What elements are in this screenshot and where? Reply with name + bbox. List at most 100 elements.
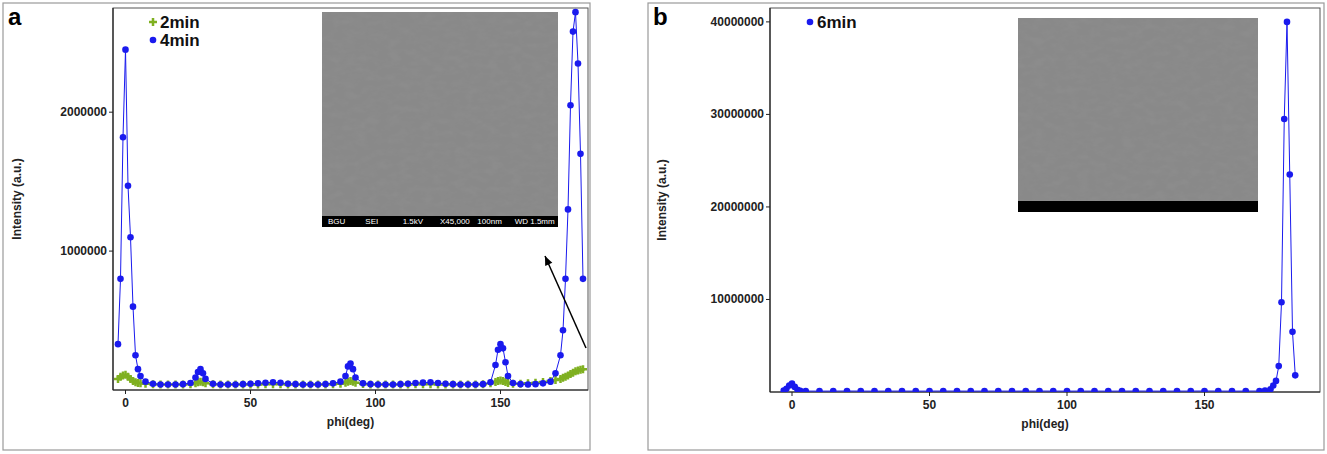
sem-info-text: 1.5kV <box>403 217 424 226</box>
data-point <box>509 380 517 388</box>
y-axis <box>112 8 113 390</box>
data-point <box>329 380 337 388</box>
x-tick <box>500 390 501 394</box>
data-point <box>360 380 367 387</box>
data-point <box>547 378 554 385</box>
data-point <box>464 380 472 388</box>
data-point <box>125 183 132 190</box>
data-point <box>457 381 464 388</box>
data-point <box>802 388 809 392</box>
data-point <box>517 381 524 388</box>
data-point <box>926 388 933 392</box>
data-point <box>367 381 374 388</box>
panel-letter-ground <box>4 4 28 30</box>
data-point <box>434 380 442 388</box>
data-point <box>342 373 349 380</box>
data-point <box>232 380 240 388</box>
x-axis-title: phi(deg) <box>1021 417 1068 431</box>
data-point <box>1160 388 1167 392</box>
legend-marker <box>150 37 157 44</box>
y-axis-title: Intensity (a.u.) <box>655 159 669 240</box>
data-point <box>844 388 851 392</box>
plot-frame <box>113 8 588 390</box>
data-area <box>780 19 1298 392</box>
data-point <box>389 380 397 388</box>
x-tick <box>250 390 251 394</box>
x-tick-label: 150 <box>1194 398 1214 412</box>
data-point <box>254 380 262 388</box>
data-point <box>1187 388 1194 392</box>
data-point <box>1132 388 1139 392</box>
data-point <box>224 380 232 388</box>
data-point <box>157 380 165 388</box>
data-point <box>337 378 344 385</box>
data-point <box>1215 388 1222 392</box>
data-point <box>240 381 247 388</box>
y-axis-title: Intensity (a.u.) <box>10 158 24 239</box>
y-tick-label: 2000000 <box>60 105 107 119</box>
data-point <box>307 381 314 388</box>
data-point <box>442 380 449 387</box>
data-point <box>115 341 122 348</box>
data-point <box>262 380 270 388</box>
data-point <box>382 381 389 388</box>
sem-inset <box>1018 18 1258 212</box>
y-tick <box>766 21 770 22</box>
data-point <box>1146 388 1153 392</box>
data-point <box>412 380 420 388</box>
data-point <box>330 380 337 387</box>
x-tick <box>125 390 126 394</box>
data-point <box>899 388 906 392</box>
data-point <box>262 379 269 386</box>
panel: BGUSEI1.5kVX45,000100nmWD 1.5mm050100150… <box>3 3 590 450</box>
data-point <box>210 380 217 387</box>
data-point <box>217 380 225 388</box>
data-point <box>374 380 382 388</box>
data-point <box>284 380 292 388</box>
data-point <box>270 379 277 386</box>
data-point <box>1119 388 1126 392</box>
data-point <box>180 381 187 388</box>
y-tick <box>109 251 113 252</box>
data-point <box>816 388 823 392</box>
sem-info-text: SEI <box>365 217 378 226</box>
plot-frame <box>770 8 1320 392</box>
data-point <box>1091 388 1098 392</box>
data-point <box>472 380 480 388</box>
data-point <box>172 380 180 388</box>
data-point <box>232 381 239 388</box>
data-point <box>940 388 947 392</box>
data-point <box>172 381 179 388</box>
x-tick-label: 50 <box>923 398 937 412</box>
x-axis <box>113 389 588 390</box>
data-point <box>1292 372 1299 379</box>
data-point <box>510 380 517 387</box>
data-point <box>1242 388 1249 392</box>
legend-marker <box>149 18 157 26</box>
panel-border <box>3 3 590 450</box>
data-point <box>517 380 525 388</box>
data-point <box>995 388 1002 392</box>
x-tick-label: 100 <box>365 396 385 410</box>
sem-ground <box>1018 18 1258 212</box>
data-point <box>397 380 405 388</box>
data-point <box>579 365 587 373</box>
data-point <box>487 379 495 387</box>
y-tick <box>766 299 770 300</box>
data-point <box>137 373 144 380</box>
data-point <box>479 380 487 388</box>
data-point <box>565 206 572 213</box>
y-tick-label: 30000000 <box>711 107 765 121</box>
data-point <box>557 352 564 359</box>
data-point <box>292 380 300 388</box>
data-point <box>382 380 390 388</box>
data-point <box>315 381 322 388</box>
data-point <box>1275 363 1282 370</box>
sem-texture <box>322 12 558 227</box>
data-point <box>1281 116 1288 123</box>
data-point <box>442 380 450 388</box>
data-point <box>412 380 419 387</box>
data-point <box>570 28 577 35</box>
sem-inset: BGUSEI1.5kVX45,000100nmWD 1.5mm <box>322 12 558 227</box>
x-tick <box>929 392 930 396</box>
